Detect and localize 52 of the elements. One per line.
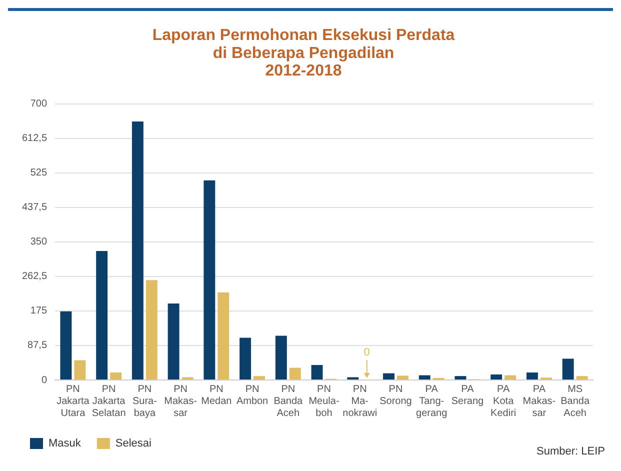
bar <box>275 336 287 380</box>
bar <box>562 358 574 380</box>
bar <box>74 360 86 380</box>
bar <box>96 250 108 380</box>
bar <box>254 376 266 380</box>
text: Sumber: LEIP <box>536 446 605 458</box>
bar <box>204 180 216 380</box>
bar <box>504 375 516 380</box>
x-tick-label: PN Jakarta Utara <box>56 384 90 419</box>
x-tick-label: PN Makas- sar <box>164 384 197 419</box>
bar <box>168 303 180 380</box>
bar <box>576 376 588 380</box>
x-tick-label: PN Jakarta Selatan <box>92 384 126 419</box>
bar <box>526 372 538 380</box>
y-tick-label: 612,5 <box>22 133 48 144</box>
x-tick-label: PN Sura- baya <box>132 384 157 419</box>
bar <box>490 374 502 380</box>
x-tick-label: PN Ma- nokrawi <box>342 384 378 419</box>
bar <box>383 373 394 380</box>
bar <box>311 365 323 380</box>
x-tick-label: PN Medan <box>201 384 232 407</box>
bar <box>146 280 158 380</box>
y-tick-label: 525 <box>30 168 48 179</box>
x-tick-label: MS Banda Aceh <box>560 384 590 419</box>
y-tick-label: 350 <box>30 236 48 248</box>
x-tick-label: PA Makas- sar <box>522 384 556 419</box>
legend-label: Masuk <box>48 438 82 450</box>
x-tick-label: PN Meula- boh <box>308 384 340 419</box>
bar <box>110 372 122 380</box>
bar <box>397 376 408 380</box>
y-tick-label: 437,5 <box>22 202 48 214</box>
y-tick-label: 262,5 <box>22 271 48 282</box>
bar <box>289 368 301 380</box>
y-tick-label: 0 <box>41 374 48 386</box>
x-tick-label: PA Kota Kediri <box>490 384 516 419</box>
annotation: 0 <box>364 346 370 359</box>
y-tick-label: 700 <box>30 98 48 110</box>
x-tick-label: PN Sorong <box>380 384 412 407</box>
bar <box>240 338 252 380</box>
bar <box>132 122 144 380</box>
x-tick-label: PN Ambon <box>236 384 268 407</box>
bar <box>454 376 466 380</box>
bar <box>218 292 230 380</box>
bar <box>418 375 430 380</box>
y-tick-label: 87,5 <box>28 340 48 352</box>
x-tick-label: PN Banda Aceh <box>274 384 304 419</box>
x-tick-label: PA Tang- gerang <box>416 384 448 419</box>
y-tick-label: 175 <box>30 306 48 317</box>
x-tick-label: PA Serang <box>451 384 484 407</box>
chart-title: Laporan Permohonan Eksekusi Perdata di Beberapa Pengadilan 2012-2018 <box>152 27 455 80</box>
legend-label: Selesai <box>115 438 152 450</box>
bar <box>60 311 72 380</box>
